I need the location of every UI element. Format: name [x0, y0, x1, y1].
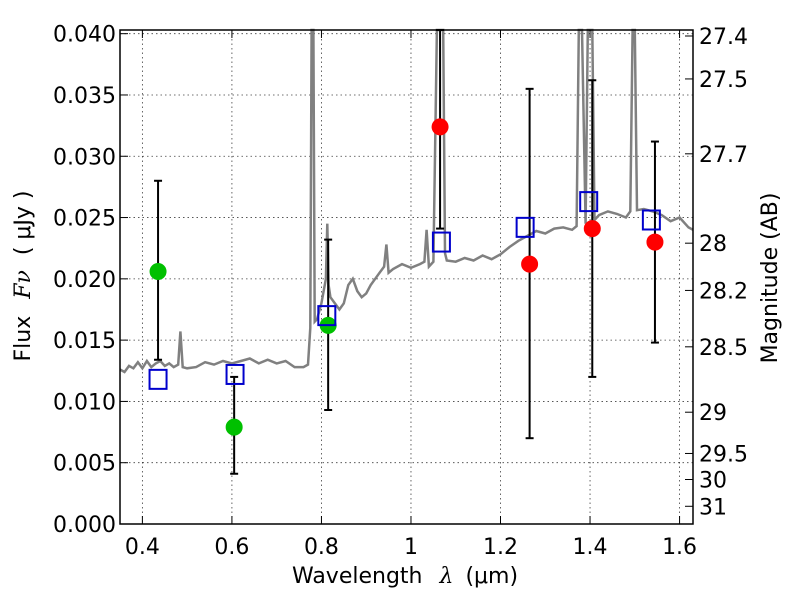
plot-frame	[119, 29, 694, 525]
y-tick-label: 0.035	[53, 84, 116, 109]
y2-tick-label: 29.5	[699, 442, 748, 467]
y-tick-label: 0.005	[53, 452, 116, 477]
y-axis-label: Flux Fν ( μJy )	[11, 190, 36, 361]
y2-tick-label: 27.4	[699, 25, 748, 50]
x-tick-label: 1.4	[573, 535, 608, 560]
y-axis-label-symbol: Fν	[11, 270, 36, 300]
y-tick-label: 0.010	[53, 390, 116, 415]
y-tick-label: 0.000	[53, 513, 116, 538]
red-data-point	[583, 220, 601, 238]
y2-tick-label: 30	[699, 468, 727, 493]
red-data-point	[431, 118, 449, 136]
x-axis-label-symbol: λ	[438, 564, 453, 589]
red-data-point	[521, 255, 539, 273]
spectrum-line	[119, 28, 694, 374]
grid-layer	[120, 30, 693, 525]
y2-tick-label: 27.5	[699, 68, 748, 93]
x-axis-label-unit: (μm)	[465, 564, 518, 589]
y-axis-label-unit: ( μJy )	[11, 190, 36, 255]
y2-tick-label: 31	[699, 495, 727, 520]
y2-axis-label: Magnitude (AB)	[758, 193, 783, 364]
errorbar-layer	[154, 29, 659, 475]
x-axis-label: Wavelength λ (μm)	[292, 564, 518, 589]
y-tick-label: 0.015	[53, 329, 116, 354]
model-square-point	[317, 305, 337, 327]
model-square-point	[225, 363, 245, 385]
x-tick-label: 1.6	[662, 535, 697, 560]
red-data-point	[646, 233, 664, 251]
y-tick-label: 0.020	[53, 268, 116, 293]
green-data-point	[149, 262, 167, 280]
x-tick-label: 0.4	[125, 535, 160, 560]
model-square-point	[641, 209, 661, 231]
y2-tick-label: 28	[699, 232, 727, 257]
model-square-point	[579, 191, 599, 213]
ticks-layer: 0.4 0.6 0.8 1 1.2 1.4 1.6 0.000 0.005 0.010 0.015 0…	[53, 23, 748, 560]
model-square-point	[148, 368, 168, 390]
y-tick-label: 0.030	[53, 145, 116, 170]
y2-tick-label: 28.5	[699, 336, 748, 361]
y-tick-label: 0.040	[53, 23, 116, 48]
y2-tick-label: 29	[699, 401, 727, 426]
x-tick-label: 1.2	[483, 535, 518, 560]
x-tick-label: 0.8	[304, 535, 339, 560]
y-axis-label-text: Flux	[11, 316, 36, 362]
x-tick-label: 1	[404, 535, 418, 560]
green-data-point	[225, 418, 243, 436]
y2-tick-label: 27.7	[699, 143, 748, 168]
x-tick-label: 0.6	[214, 535, 249, 560]
points-layer	[148, 118, 664, 436]
y-tick-label: 0.025	[53, 207, 116, 232]
model-square-point	[515, 216, 535, 238]
x-axis-label-text: Wavelength	[292, 564, 423, 589]
model-square-point	[431, 231, 451, 253]
y2-tick-label: 28.2	[699, 279, 748, 304]
spectrum-layer	[119, 28, 694, 374]
